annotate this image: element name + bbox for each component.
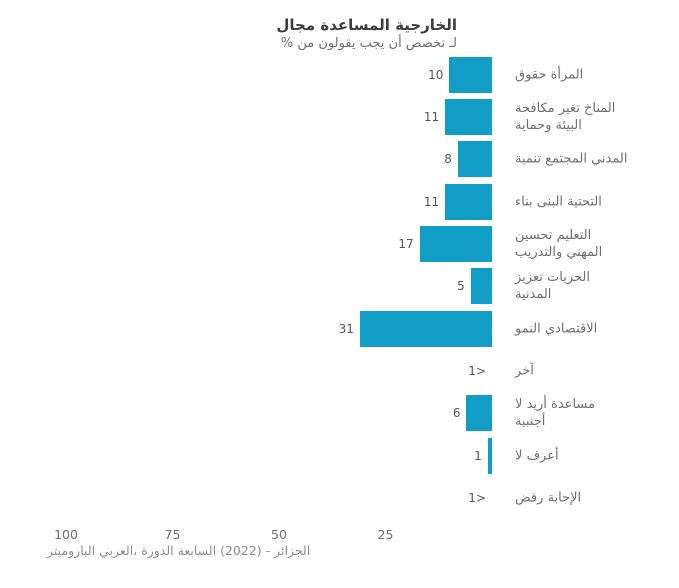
chart-subtitle: %‎ من‎ يقولون‎ يجب‎ أن‎ تخصص‎ لـ xyxy=(280,36,457,51)
bar-value-label: <1 xyxy=(468,363,486,378)
bar xyxy=(466,395,492,432)
bar-row: 6 لا‎ أريد‎ مساعدة أجنبية xyxy=(0,392,679,434)
bar xyxy=(487,437,492,474)
category-label: النمو‎ الاقتصادي xyxy=(515,321,598,337)
category-label: تنمية‎ المجتمع‎ المدني xyxy=(515,151,628,167)
bar-row: 10 حقوق‎ المرأة xyxy=(0,54,679,96)
x-axis-tick-label: 50 xyxy=(271,527,287,542)
x-axis-tick-label: 25 xyxy=(377,527,394,542)
bar-value-label: 1 xyxy=(474,448,482,463)
category-label: حقوق‎ المرأة xyxy=(515,67,584,83)
category-label: آخر xyxy=(515,363,534,379)
bar xyxy=(419,226,492,262)
bar xyxy=(470,268,492,305)
x-axis-tick-label: 75 xyxy=(164,527,181,542)
source-note: الباروميتر‎ العربي،‎ الدورة‎ السابعة‎ (2… xyxy=(47,543,311,558)
bar xyxy=(445,99,492,136)
category-label: تحسين‎ التعليم والتدريب‎ المهني xyxy=(515,227,603,260)
bar-row: 5 تعزيز‎ الحريات المدنية xyxy=(0,265,679,307)
bar xyxy=(445,183,492,220)
bar-value-label: 5 xyxy=(457,279,465,294)
bar xyxy=(359,310,492,347)
bar-row: 11 مكافحة‎ تغير‎ المناخ وحماية‎ البيئة xyxy=(0,96,679,138)
bar-row: 1 لا‎ أعرف xyxy=(0,434,679,476)
x-axis-tick-label: 100 xyxy=(54,527,78,542)
bar-row: 11 بناء‎ البنى‎ التحتية xyxy=(0,180,679,222)
chart-title: مجال‎ المساعدة‎ الخارجية xyxy=(276,16,457,34)
bar xyxy=(457,141,492,178)
category-label: بناء‎ البنى‎ التحتية xyxy=(515,194,602,210)
x-axis: 100 75 50 25 xyxy=(0,527,679,543)
bar xyxy=(449,56,492,93)
bar-value-label: 10 xyxy=(428,67,444,82)
category-label: لا‎ أريد‎ مساعدة أجنبية xyxy=(515,397,595,430)
bar-row: 17 تحسين‎ التعليم والتدريب‎ المهني xyxy=(0,223,679,265)
bars-area: 10 حقوق‎ المرأة 11 مكافحة‎ تغير‎ المناخ وحم… xyxy=(0,54,679,520)
category-label: رفض‎ الإجابة xyxy=(515,490,582,506)
bar-value-label: 8 xyxy=(444,152,452,167)
bar-value-label: <1 xyxy=(468,490,486,505)
category-label: مكافحة‎ تغير‎ المناخ وحماية‎ البيئة xyxy=(515,100,616,133)
bar-row: <1 آخر xyxy=(0,350,679,392)
bar-row: 31 النمو‎ الاقتصادي xyxy=(0,307,679,349)
bar-value-label: 31 xyxy=(338,321,354,336)
bar-value-label: 6 xyxy=(452,406,461,421)
bar-value-label: 11 xyxy=(423,109,440,124)
bar-row: 8 تنمية‎ المجتمع‎ المدني xyxy=(0,138,679,180)
bar-row: <1 رفض‎ الإجابة xyxy=(0,477,679,519)
category-label: لا‎ أعرف xyxy=(515,448,559,464)
bar-value-label: 11 xyxy=(423,194,440,209)
chart-header: مجال‎ المساعدة‎ الخارجية %‎ من‎ يقولون‎ … xyxy=(276,15,457,52)
bar-value-label: 17 xyxy=(398,236,414,251)
category-label: تعزيز‎ الحريات المدنية xyxy=(515,270,590,303)
